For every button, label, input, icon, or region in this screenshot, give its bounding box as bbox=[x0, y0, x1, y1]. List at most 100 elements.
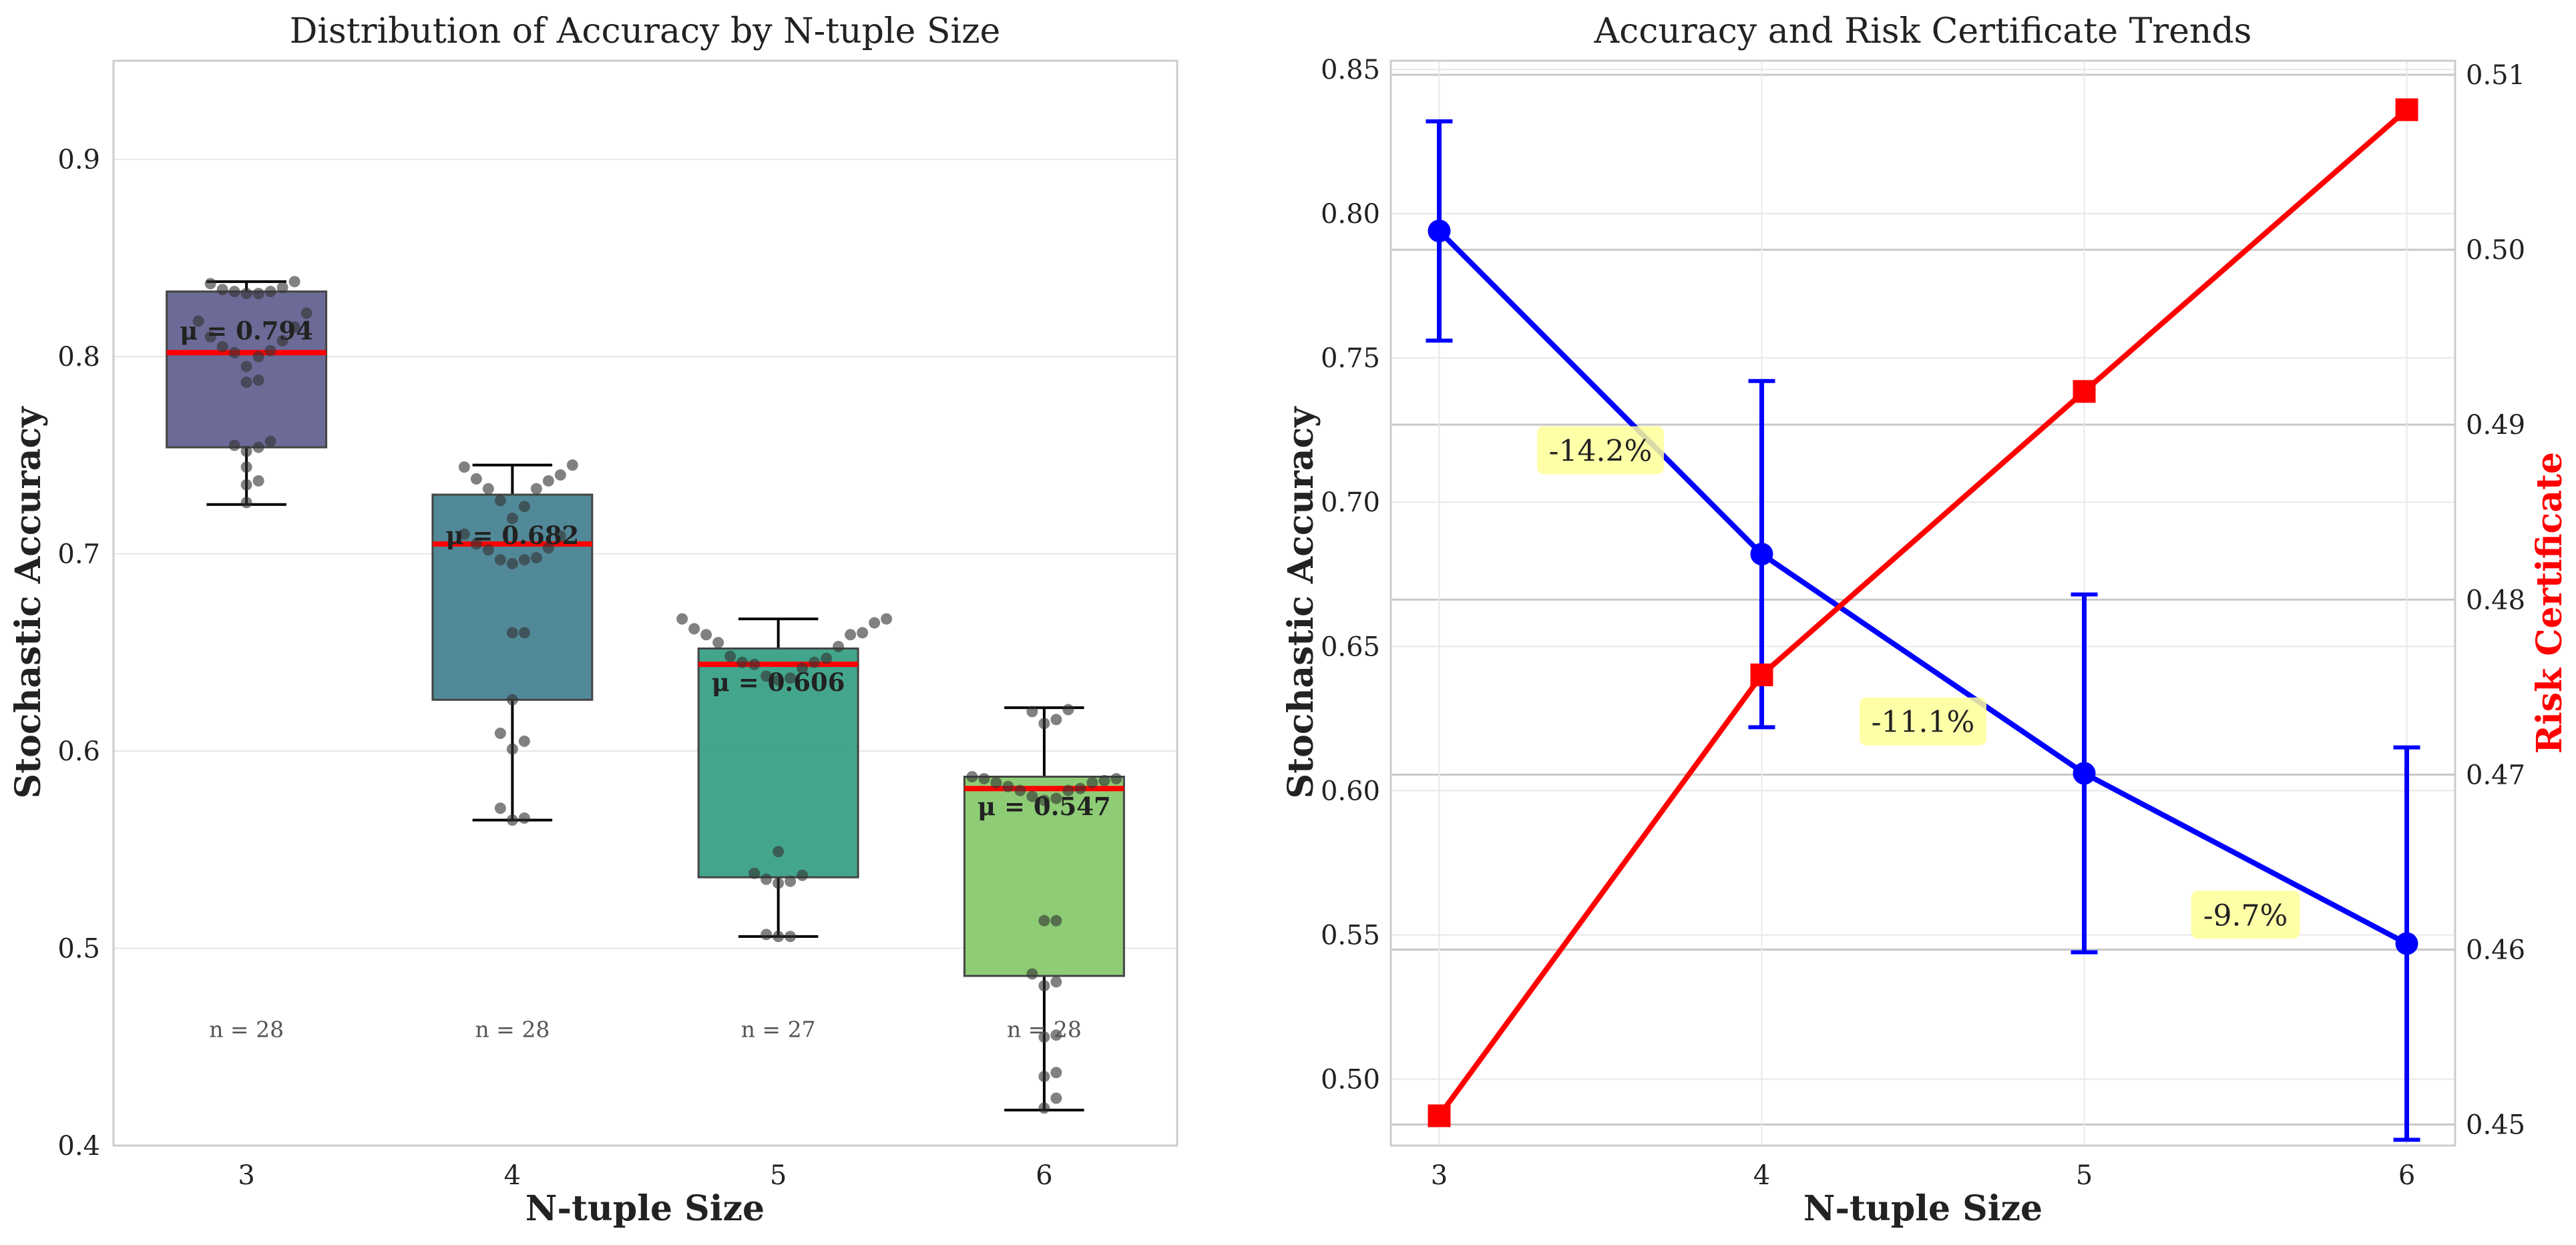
change-annotation-label: -11.1% bbox=[1872, 706, 1975, 740]
data-point bbox=[228, 346, 240, 358]
data-point bbox=[554, 530, 566, 542]
data-point bbox=[264, 286, 276, 298]
accuracy-marker bbox=[2073, 762, 2096, 785]
box-6 bbox=[963, 776, 1125, 977]
mean-label: μ = 0.547 bbox=[978, 792, 1111, 821]
box-plot-ticks: 0.4 0.5 0.6 0.7 0.8 0.9 3 4 5 6 bbox=[57, 145, 1052, 1191]
data-point bbox=[482, 544, 494, 556]
data-point bbox=[1014, 784, 1026, 796]
data-point bbox=[506, 557, 518, 569]
data-point bbox=[869, 617, 881, 629]
risk-certificate-marker bbox=[2395, 98, 2418, 121]
change-annotation-box bbox=[1860, 697, 1986, 746]
box-plot-y-axis-label: Stochastic Accuracy bbox=[8, 406, 49, 798]
data-point bbox=[252, 350, 264, 362]
data-point bbox=[300, 307, 312, 319]
risk-certificate-marker bbox=[1750, 663, 1773, 686]
x-tick-label: 6 bbox=[2398, 1160, 2415, 1191]
risk-certificate-line bbox=[1437, 107, 2409, 1117]
data-point bbox=[978, 772, 990, 784]
data-point bbox=[1038, 718, 1050, 730]
data-point bbox=[264, 344, 276, 356]
data-point bbox=[1074, 782, 1086, 794]
data-point bbox=[506, 694, 518, 706]
y-tick-label: 0.60 bbox=[1321, 776, 1380, 806]
data-point bbox=[530, 552, 542, 564]
box-plot-x-axis-label: N-tuple Size bbox=[525, 1188, 765, 1229]
sample-size-label: n = 28 bbox=[475, 1017, 550, 1043]
sample-size-label: n = 28 bbox=[209, 1017, 284, 1043]
data-point bbox=[773, 674, 785, 686]
data-point bbox=[1050, 976, 1062, 988]
data-point bbox=[240, 445, 252, 457]
mean-label: μ = 0.682 bbox=[446, 521, 580, 550]
trend-ticks: 0.50 0.55 0.60 0.65 0.70 0.75 0.80 0.85 0.45 0.46… bbox=[1321, 55, 2525, 1191]
data-point bbox=[494, 728, 506, 739]
change-annotation-box bbox=[2191, 891, 2300, 939]
risk-certificate-marker bbox=[2073, 380, 2096, 403]
change-annotation-label: -9.7% bbox=[2203, 899, 2288, 933]
data-point bbox=[518, 812, 530, 824]
data-point bbox=[276, 335, 288, 347]
data-point bbox=[240, 377, 252, 389]
data-point bbox=[857, 627, 869, 639]
data-point bbox=[773, 931, 785, 943]
x-tick-label: 5 bbox=[770, 1160, 787, 1191]
trend-annotations: -14.2% -11.1% -9.7% bbox=[1536, 426, 2300, 939]
accuracy-marker bbox=[2395, 932, 2418, 955]
x-tick-label: 3 bbox=[238, 1160, 254, 1191]
data-point bbox=[1026, 968, 1038, 980]
trend-panel: -14.2%-11.1%-9.7% 0.500.550.600.650.700.… bbox=[1281, 11, 2570, 1229]
data-point bbox=[1038, 915, 1050, 927]
data-point bbox=[724, 650, 736, 662]
data-point bbox=[470, 538, 482, 550]
change-annotation-box bbox=[1536, 426, 1664, 475]
data-point bbox=[881, 613, 893, 625]
data-point bbox=[1038, 980, 1050, 992]
data-point bbox=[530, 483, 542, 495]
data-point bbox=[494, 802, 506, 814]
trend-y2-axis-label: Risk Certificate bbox=[2529, 452, 2570, 754]
data-point bbox=[1038, 1102, 1050, 1114]
data-point bbox=[240, 497, 252, 509]
x-tick-label: 3 bbox=[1431, 1160, 1448, 1191]
data-point bbox=[1050, 714, 1062, 726]
data-point bbox=[797, 662, 809, 674]
y2-tick-label: 0.46 bbox=[2466, 935, 2525, 965]
data-point bbox=[785, 931, 797, 943]
data-point bbox=[748, 867, 761, 879]
data-point bbox=[240, 288, 252, 300]
y-tick-label: 0.6 bbox=[57, 736, 100, 767]
y-tick-label: 0.75 bbox=[1321, 343, 1380, 374]
box-plot-frame bbox=[112, 59, 1178, 1147]
data-point bbox=[542, 542, 554, 554]
data-point bbox=[1038, 794, 1050, 806]
x-tick-label: 4 bbox=[504, 1160, 521, 1191]
data-point bbox=[1050, 915, 1062, 927]
risk-certificate-marker bbox=[1428, 1104, 1451, 1128]
data-point bbox=[240, 360, 252, 372]
x-tick-label: 6 bbox=[1036, 1160, 1052, 1191]
data-point bbox=[228, 286, 240, 298]
sample-size-label: n = 28 bbox=[1007, 1017, 1082, 1043]
y-tick-label: 0.9 bbox=[57, 145, 100, 176]
data-point bbox=[833, 641, 845, 652]
sample-size-label: n = 27 bbox=[741, 1017, 816, 1043]
trend-lines bbox=[1426, 98, 2420, 1142]
data-point bbox=[252, 375, 264, 387]
box-plot-points bbox=[192, 276, 1122, 1114]
data-point bbox=[785, 875, 797, 887]
data-point bbox=[264, 435, 276, 447]
data-point bbox=[204, 331, 216, 343]
data-point bbox=[821, 652, 833, 664]
data-point bbox=[542, 475, 554, 487]
data-point bbox=[1062, 784, 1074, 796]
y-tick-label: 0.5 bbox=[57, 934, 100, 965]
mean-label: μ = 0.606 bbox=[712, 668, 845, 697]
data-point bbox=[966, 771, 978, 782]
data-point bbox=[773, 877, 785, 889]
data-point bbox=[712, 637, 724, 649]
